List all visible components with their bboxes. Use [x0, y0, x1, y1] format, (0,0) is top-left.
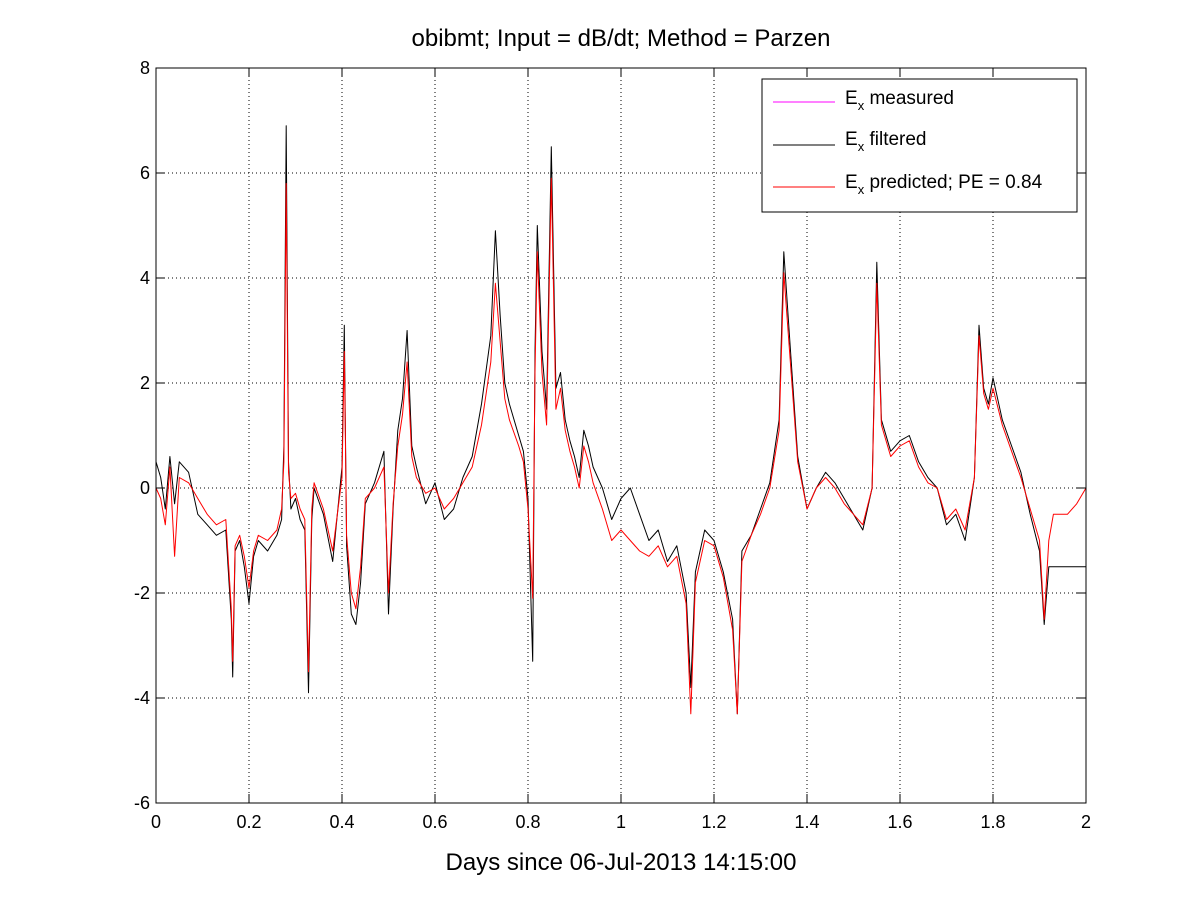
- y-tick-label: 8: [140, 58, 150, 78]
- legend-label-main: E: [845, 172, 858, 193]
- series-group: [156, 125, 1086, 715]
- x-tick-label: 1.8: [980, 812, 1005, 832]
- grid: [156, 68, 1086, 803]
- tick-labels: 0 0.2 0.4 0.6 0.8 1 1.2 1.4 1.6 1.8 2 -6 -4 -2 0 2 4 6 8: [134, 58, 1091, 832]
- ticks: [155, 67, 1087, 804]
- x-tick-label: 0.6: [422, 812, 447, 832]
- legend-label-measured: Ex measured: [845, 88, 954, 113]
- x-tick-label: 1.2: [701, 812, 726, 832]
- x-tick-label: 0: [151, 812, 161, 832]
- chart-title: obibmt; Input = dB/dt; Method = Parzen: [412, 25, 831, 52]
- legend-label-sub: x: [858, 182, 865, 197]
- legend-label-sub: x: [858, 139, 865, 154]
- x-tick-label: 0.4: [329, 812, 354, 832]
- x-tick-label: 0.8: [515, 812, 540, 832]
- y-tick-label: -6: [134, 793, 150, 813]
- legend-label-main: E: [845, 129, 858, 150]
- legend-label-rest: filtered: [864, 129, 926, 150]
- legend-label-predicted: Ex predicted; PE = 0.84: [845, 172, 1043, 197]
- x-tick-label: 0.2: [236, 812, 261, 832]
- y-tick-label: 4: [140, 268, 150, 288]
- legend-label-main: E: [845, 88, 858, 109]
- legend-label-sub: x: [858, 98, 865, 113]
- y-tick-label: 0: [140, 478, 150, 498]
- y-tick-label: 6: [140, 163, 150, 183]
- legend-label-rest: predicted; PE = 0.84: [864, 172, 1042, 193]
- x-tick-label: 1: [616, 812, 626, 832]
- y-tick-label: -4: [134, 688, 150, 708]
- x-axis-label: Days since 06-Jul-2013 14:15:00: [446, 849, 797, 876]
- legend: Ex measured Ex filtered Ex predicted; PE…: [761, 78, 1078, 213]
- legend-label-filtered: Ex filtered: [845, 129, 927, 154]
- x-tick-label: 1.6: [887, 812, 912, 832]
- x-tick-label: 1.4: [794, 812, 819, 832]
- x-tick-label: 2: [1081, 812, 1091, 832]
- y-tick-label: 2: [140, 373, 150, 393]
- y-tick-label: -2: [134, 583, 150, 603]
- legend-label-rest: measured: [864, 88, 954, 109]
- series-line-1: [156, 177, 1086, 715]
